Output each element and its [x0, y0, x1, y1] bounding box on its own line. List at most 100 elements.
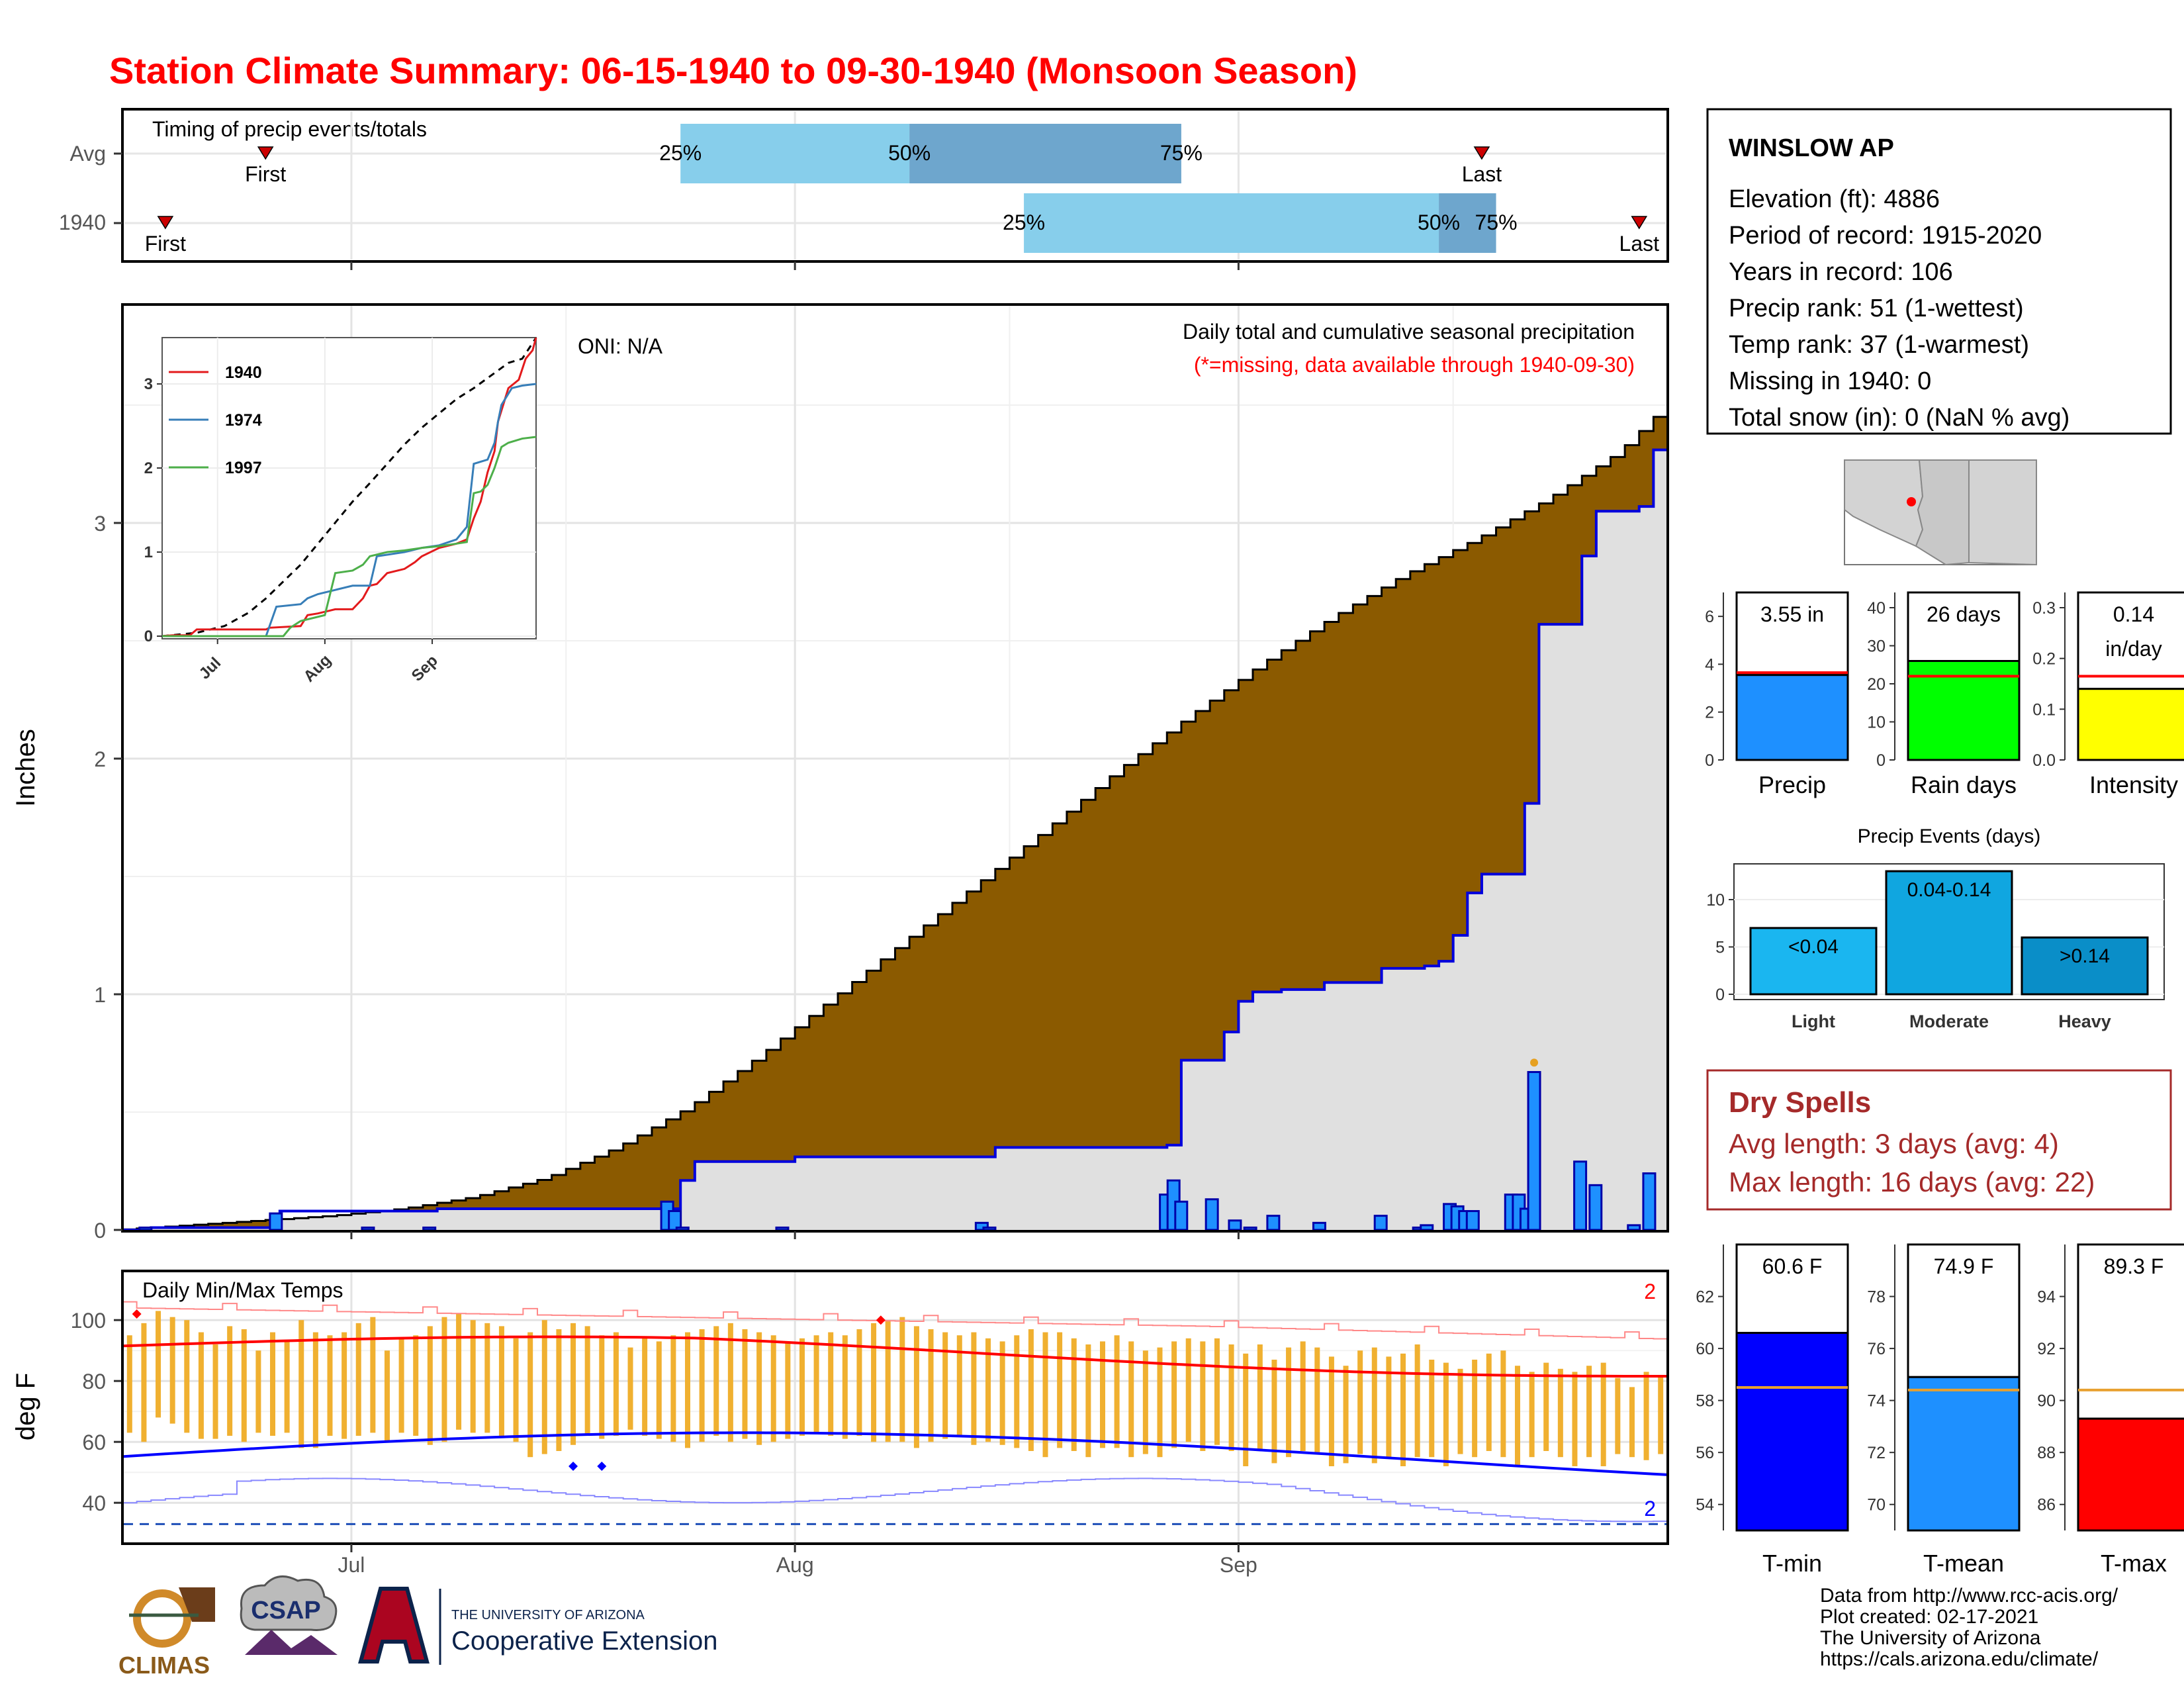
daily-temp-bar	[498, 1326, 504, 1436]
summary-label-box	[1907, 1243, 2021, 1378]
station-line: Years in record: 106	[1729, 258, 1953, 286]
precip-ytick-label: 3	[94, 512, 106, 536]
dry-spells-title: Dry Spells	[1729, 1086, 1871, 1119]
summary-tick-label: 0	[1705, 751, 1714, 770]
dry-spells-avg: Avg length: 3 days (avg: 4)	[1729, 1128, 2059, 1159]
daily-temp-bar	[1629, 1387, 1635, 1458]
temps-frame	[121, 1270, 1669, 1545]
daily-temp-bar	[1386, 1356, 1392, 1458]
daily-temp-bar	[1300, 1341, 1306, 1451]
record-low-line	[122, 1477, 1668, 1523]
daily-temp-bar	[642, 1338, 648, 1436]
temp-summary-bars: 54 56 58 60 62 60.6 F T-min 70 72 74 76 78 74.9 F T-m…	[1696, 1243, 2184, 1577]
daily-temp-bar	[355, 1323, 361, 1436]
daily-temp-bar	[856, 1329, 862, 1436]
precip-panel: 0 1 2 3 Inches ONI: N/A Daily total and cum…	[11, 303, 1669, 1243]
summary-tick-label: 40	[1867, 599, 1886, 618]
daily-temp-bar	[1658, 1375, 1664, 1454]
summary-category-label: T-mean	[1923, 1550, 2004, 1577]
last-marker	[1473, 146, 1490, 160]
record-high-marker	[132, 1309, 142, 1319]
daily-temp-bar	[1114, 1335, 1120, 1448]
footer-line: https://cals.arizona.edu/climate/	[1820, 1648, 2099, 1670]
summary-tick-label: 70	[1867, 1496, 1886, 1515]
footer-line: Plot created: 02-17-2021	[1820, 1606, 2038, 1628]
temps-ytick-label: 60	[82, 1430, 106, 1454]
daily-temp-bar	[670, 1335, 676, 1442]
daily-temp-bar	[413, 1335, 419, 1436]
summary-tick-label: 58	[1696, 1392, 1714, 1411]
max-precip-marker	[1530, 1058, 1539, 1067]
summary-value-label: 26 days	[1927, 602, 2001, 626]
station-line: Temp rank: 37 (1-warmest)	[1729, 331, 2029, 359]
summary-tick-label: 94	[2037, 1288, 2056, 1307]
daily-temp-bar	[770, 1335, 776, 1442]
daily-precip-bar	[1228, 1219, 1242, 1231]
daily-temp-bar	[1343, 1366, 1349, 1464]
daily-temp-bar	[928, 1329, 934, 1442]
timing-label-25: 25%	[659, 141, 702, 165]
daily-temp-bar	[828, 1332, 834, 1436]
summary-value-bar	[1735, 674, 1849, 761]
daily-temp-bar	[398, 1338, 404, 1433]
timing-bar-25-50	[680, 124, 910, 183]
station-info: WINSLOW AP Elevation (ft): 4886 Period o…	[1706, 108, 2172, 435]
timing-bar-50-75	[909, 124, 1181, 183]
daily-temp-bar	[1328, 1356, 1334, 1466]
daily-temp-bar	[184, 1320, 190, 1433]
timing-title: Timing of precip events/totals	[152, 117, 427, 141]
csap-text: CSAP	[251, 1597, 321, 1624]
timing-label-25: 25%	[1003, 211, 1045, 234]
daily-temp-bar	[1228, 1344, 1234, 1451]
station-line: Total snow (in): 0 (NaN % avg)	[1729, 404, 2070, 432]
station-line: Precip rank: 51 (1-wettest)	[1729, 295, 2024, 322]
events-bar	[1749, 927, 1878, 996]
precip-ytick-label: 2	[94, 747, 106, 771]
daily-temp-bar	[756, 1332, 762, 1445]
daily-precip-bar	[1373, 1215, 1388, 1231]
temps-bg	[122, 1271, 1668, 1544]
record-high-marker	[876, 1315, 886, 1325]
ua-logo: THE UNIVERSITY OF ARIZONA Cooperative Ex…	[358, 1587, 717, 1665]
daily-temp-bar	[212, 1344, 218, 1439]
station-location-marker	[1907, 497, 1916, 506]
summary-tick-label: 2	[1705, 704, 1714, 722]
temps-ytick-label: 100	[71, 1309, 106, 1333]
last-label: Last	[1462, 162, 1502, 186]
daily-temp-bar	[1486, 1353, 1492, 1451]
summary-tick-label: 10	[1867, 714, 1886, 732]
summary-tick-label: 0.0	[2032, 751, 2056, 770]
daily-precip-bar	[361, 1226, 375, 1231]
summary-value-label: 3.55 in	[1760, 602, 1824, 626]
first-marker	[157, 216, 174, 230]
daily-precip-bar	[675, 1226, 690, 1231]
events-bar-label: >0.14	[2060, 945, 2110, 967]
daily-temp-bar	[1142, 1350, 1148, 1454]
daily-temp-bar	[899, 1317, 905, 1442]
temps-xtick-label: Aug	[776, 1553, 814, 1577]
timing-label-75: 75%	[1475, 211, 1518, 234]
footer-line: Data from http://www.rcc-acis.org/	[1820, 1585, 2118, 1607]
footer-line: The University of Arizona	[1820, 1627, 2041, 1649]
summary-tick-label: 60	[1696, 1340, 1714, 1358]
precip-events-chart: Precip Events (days) 0 5 10 <0.04 Light 0.04-…	[1706, 825, 2165, 1031]
deficit-area	[122, 416, 1668, 1230]
summary-tick-label: 20	[1867, 675, 1886, 694]
daily-temp-bar	[484, 1323, 490, 1433]
record-high-line	[122, 1301, 1668, 1340]
avg-cumulative-area	[122, 401, 1668, 1231]
inset-avg-line	[161, 337, 537, 637]
summary-tick-label: 0.2	[2032, 650, 2056, 669]
summary-tick-label: 0.1	[2032, 700, 2056, 719]
events-bar-label: 0.04-0.14	[1907, 879, 1991, 901]
daily-temp-bar	[985, 1338, 991, 1442]
daily-temp-bar	[1500, 1350, 1506, 1458]
daily-temp-bar	[727, 1323, 733, 1442]
summary-category-label: Intensity	[2089, 771, 2178, 798]
oni-annotation: ONI: N/A	[578, 334, 663, 358]
daily-temp-bar	[470, 1320, 476, 1433]
daily-temp-bar	[627, 1347, 633, 1430]
daily-temp-bar	[1357, 1350, 1363, 1454]
summary-tick-label: 56	[1696, 1444, 1714, 1462]
